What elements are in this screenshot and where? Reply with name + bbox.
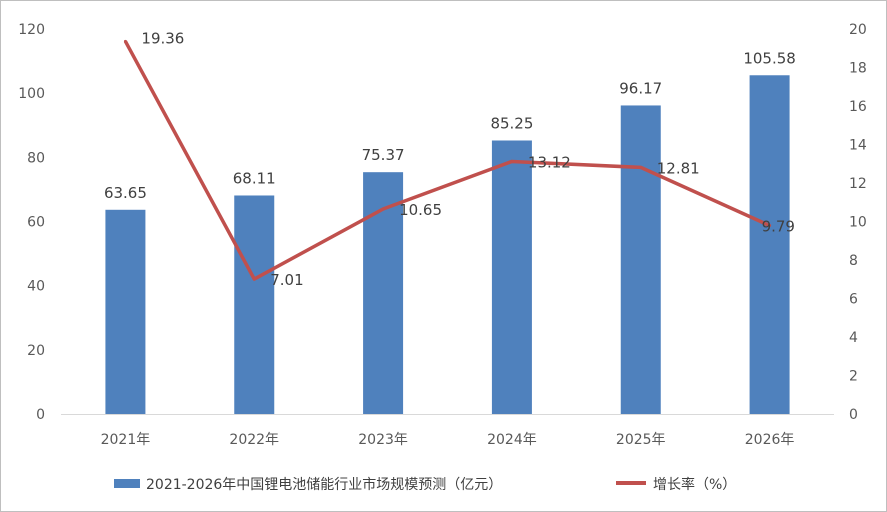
bar: [105, 209, 146, 414]
legend: 2021-2026年中国锂电池储能行业市场规模预测（亿元） 增长率（%）: [114, 476, 736, 493]
bar-value-label: 85.25: [490, 114, 533, 132]
y-left-tick-label: 120: [18, 22, 45, 38]
line-point: [381, 207, 385, 211]
y-left-tick-label: 0: [36, 407, 45, 423]
y-left-tick-label: 60: [27, 215, 45, 231]
y-right-tick-label: 20: [849, 22, 867, 38]
line-point: [123, 39, 127, 43]
x-tick-label: 2024年: [487, 432, 537, 448]
line-value-label: 7.01: [270, 271, 303, 289]
bar-value-label: 75.37: [362, 146, 405, 164]
bar-value-label: 68.11: [233, 169, 276, 187]
line-point: [252, 277, 256, 281]
bar-data-labels: 63.65 68.11 75.37 85.25 96.17 105.58: [104, 49, 796, 202]
x-tick-label: 2021年: [101, 432, 151, 448]
legend-label-bar: 2021-2026年中国锂电池储能行业市场规模预测（亿元）: [146, 476, 502, 493]
bar: [491, 140, 532, 415]
axes: 0 20 40 60 80 100 120 0 2 4 6 8 10 12 14 16 18 20 2021年 202…: [18, 22, 867, 448]
x-tick-label: 2022年: [229, 432, 279, 448]
bar: [620, 105, 661, 414]
x-tick-label: 2026年: [745, 432, 795, 448]
y-right-tick-label: 12: [849, 176, 867, 192]
line-value-label: 19.36: [141, 29, 184, 47]
y-right-tick-label: 0: [849, 407, 858, 423]
line-data-labels: 19.36 7.01 10.65 13.12 12.81 9.79: [141, 29, 795, 289]
line-value-label: 10.65: [399, 201, 442, 219]
y-right-tick-label: 14: [849, 138, 867, 154]
growth-rate-line: [123, 40, 771, 281]
bar: [749, 75, 790, 415]
bar-value-label: 105.58: [743, 49, 796, 67]
legend-label-line: 增长率（%）: [653, 476, 736, 493]
bar-series: [105, 75, 790, 415]
x-tick-label: 2023年: [358, 432, 408, 448]
line-point: [768, 224, 772, 228]
line-value-label: 9.79: [762, 218, 795, 236]
y-left-tick-label: 100: [18, 86, 45, 102]
y-right-tick-label: 6: [849, 292, 858, 308]
bar-value-label: 63.65: [104, 184, 147, 202]
line-value-label: 12.81: [657, 159, 700, 177]
line-value-label: 13.12: [528, 153, 571, 171]
y-right-tick-label: 10: [849, 215, 867, 231]
y-right-tick-label: 16: [849, 99, 867, 115]
y-left-tick-label: 80: [27, 150, 45, 166]
y-right-tick-label: 2: [849, 369, 858, 385]
line-point: [639, 165, 643, 169]
line-series: [123, 39, 772, 281]
x-tick-label: 2025年: [616, 432, 666, 448]
y-left-tick-label: 20: [27, 343, 45, 359]
y-left-tick-label: 40: [27, 279, 45, 295]
line-point: [510, 159, 514, 163]
bar-value-label: 96.17: [619, 79, 662, 97]
y-right-tick-label: 18: [849, 61, 867, 77]
bar: [363, 172, 404, 414]
bar: [234, 195, 275, 414]
legend-swatch-bar: [114, 479, 140, 488]
y-right-tick-label: 8: [849, 253, 858, 269]
y-right-tick-label: 4: [849, 330, 858, 346]
